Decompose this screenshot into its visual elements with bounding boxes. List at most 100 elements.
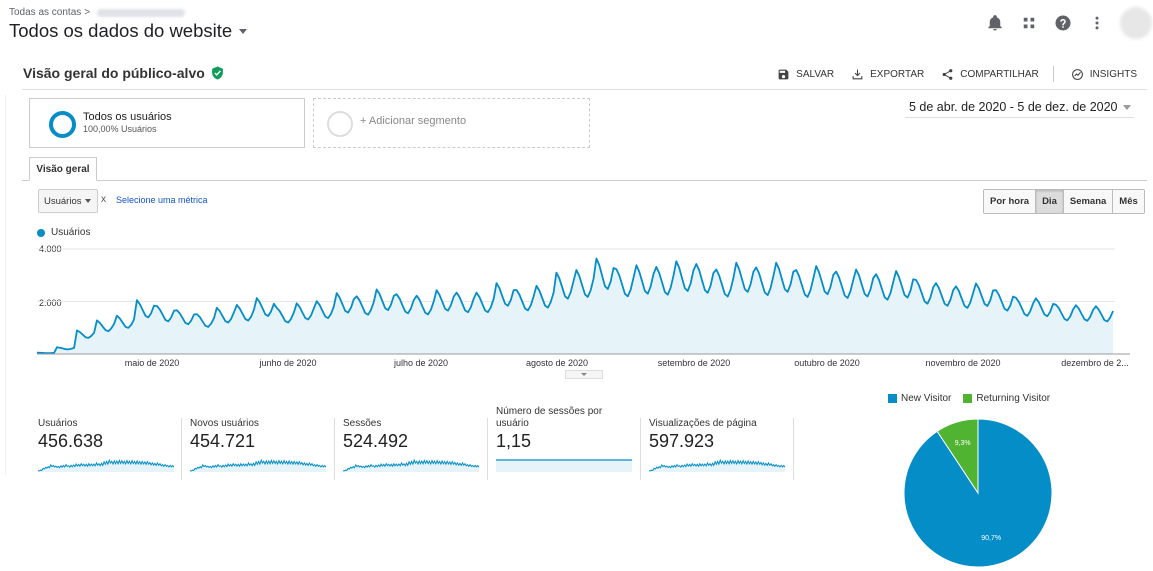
sparkline (38, 458, 174, 472)
granularity-month-button[interactable]: Mês (1112, 190, 1144, 213)
legend-returning-visitor[interactable]: Returning Visitor (963, 393, 1050, 404)
chevron-down-icon (85, 199, 91, 203)
scorecard-divider (640, 418, 641, 480)
view-title[interactable]: Todos os dados do website (9, 20, 233, 41)
metric-select-value: Usuários (44, 195, 82, 207)
scorecard-pageviews[interactable]: Visualizações de página 597.923 (649, 406, 787, 482)
breadcrumb-root[interactable]: Todas as contas (9, 7, 82, 18)
legend-new-visitor-label: New Visitor (901, 393, 952, 404)
x-tick-label: agosto de 2020 (525, 358, 589, 368)
scorecard-label: Usuários (38, 418, 78, 429)
sparkline-line (343, 458, 479, 472)
scorecard-divider (487, 418, 488, 480)
account-name-redacted[interactable] (97, 8, 186, 17)
segment-all-users[interactable]: Todos os usuários 100,00% Usuários (29, 98, 305, 148)
legend-swatch (37, 228, 45, 237)
granularity-day-button[interactable]: Dia (1035, 190, 1063, 213)
select-metric-link[interactable]: Selecione uma métrica (116, 195, 208, 205)
apps-grid-icon[interactable] (1012, 8, 1046, 38)
report-header: Visão geral do público-alvo SALVAR EXPOR… (22, 62, 1147, 90)
chart-resize-handle[interactable] (565, 370, 603, 379)
x-tick-label: novembro de 2020 (925, 358, 1001, 368)
legend-new-visitor[interactable]: New Visitor (888, 393, 951, 404)
scorecard-value: 1,15 (496, 431, 532, 451)
view-selector[interactable]: Todos os dados do website (9, 20, 248, 42)
sparkline (190, 458, 326, 472)
top-app-bar: Todas as contas > Todos os dados do webs… (0, 0, 1153, 52)
scorecard-divider (793, 418, 794, 480)
sparkline-line (649, 458, 785, 472)
segment-label: Todos os usuários (83, 111, 172, 123)
scorecard-divider (181, 418, 182, 480)
scorecard-sessions[interactable]: Sessões 524.492 (343, 406, 481, 482)
scorecard-users[interactable]: Usuários 456.638 (38, 406, 176, 482)
scorecard-label: Número de sessões por usuário (496, 406, 603, 429)
granularity-week-button[interactable]: Semana (1062, 190, 1113, 213)
breadcrumb[interactable]: Todas as contas > (9, 7, 186, 18)
chevron-down-icon (1123, 104, 1131, 110)
empty-segment-ring-icon (327, 111, 353, 137)
chart-legend: Usuários (37, 227, 90, 238)
scorecard-divider (334, 418, 335, 480)
sparkline (496, 459, 632, 472)
scorecard-value: 597.923 (649, 431, 715, 451)
share-label: COMPARTILHAR (960, 68, 1039, 80)
export-icon (852, 69, 863, 79)
date-range-picker[interactable]: 5 de abr. de 2020 - 5 de dez. de 2020 (905, 97, 1134, 118)
series-area (37, 258, 1113, 354)
visitor-type-pie-chart[interactable]: 90,7% 9,3% (903, 419, 1053, 569)
save-label: SALVAR (796, 68, 835, 80)
add-segment-button[interactable]: + Adicionar segmento (313, 98, 590, 148)
scorecard-new-users[interactable]: Novos usuários 454.721 (190, 406, 328, 482)
granularity-hourly-button[interactable]: Por hora (984, 190, 1036, 213)
insights-button[interactable]: INSIGHTS (1071, 68, 1137, 81)
remove-metric-button[interactable]: x (101, 194, 106, 205)
save-icon (778, 69, 789, 79)
segment-ring-icon (49, 111, 76, 138)
x-tick-label: junho de 2020 (259, 358, 317, 368)
export-label: EXPORTAR (870, 68, 925, 80)
toolbar-divider (1052, 66, 1054, 82)
scorecard-value: 456.638 (38, 431, 104, 451)
account-avatar[interactable] (1120, 7, 1152, 39)
x-tick-label: outubro de 2020 (794, 358, 860, 368)
more-vert-icon[interactable] (1080, 8, 1114, 38)
scorecard-label: Novos usuários (190, 418, 259, 429)
pie-label-returning-visitor: 9,3% (955, 440, 971, 447)
share-button[interactable]: COMPARTILHAR (941, 68, 1039, 81)
sparkline-line (38, 458, 174, 472)
legend-swatch (963, 394, 973, 403)
scorecard-sessions-per-user[interactable]: Número de sessões por usuário 1,15 (496, 406, 634, 482)
segment-sublabel: 100,00% Usuários (83, 124, 157, 134)
save-button[interactable]: SALVAR (777, 68, 834, 81)
share-icon (942, 68, 953, 80)
check-shield-icon (211, 66, 223, 80)
chevron-down-icon (581, 373, 587, 376)
help-icon[interactable] (1046, 8, 1080, 38)
export-button[interactable]: EXPORTAR (851, 68, 924, 81)
chevron-down-icon[interactable] (239, 28, 248, 34)
pie-slice-returning-visitor (936, 419, 979, 495)
sparkline-line (190, 458, 326, 472)
breadcrumb-separator: > (84, 7, 91, 18)
metric-select[interactable]: Usuários (38, 189, 98, 213)
users-line-chart[interactable] (0, 222, 1153, 372)
legend-swatch (888, 394, 897, 403)
sparkline-area (496, 460, 632, 472)
bell-icon[interactable] (978, 8, 1012, 38)
series-line (36, 257, 1114, 354)
granularity-toggle: Por hora Dia Semana Mês (983, 189, 1145, 214)
scorecard-label: Visualizações de página (649, 418, 757, 429)
report-title: Visão geral do público-alvo (23, 65, 205, 81)
x-tick-label: julho de 2020 (393, 358, 449, 368)
tab-overview[interactable]: Visão geral (29, 157, 97, 181)
tab-bar-divider (22, 180, 1147, 181)
pie-label-new-visitor: 90,7% (981, 535, 1001, 542)
y-tick-label: 2.000 (39, 298, 62, 308)
x-tick-label: maio de 2020 (124, 358, 180, 368)
add-segment-label: + Adicionar segmento (360, 115, 467, 127)
sparkline (649, 458, 785, 472)
sparkline (343, 458, 479, 472)
legend-series-name: Usuários (51, 227, 91, 238)
pie-legend: New Visitor Returning Visitor (888, 393, 1062, 404)
